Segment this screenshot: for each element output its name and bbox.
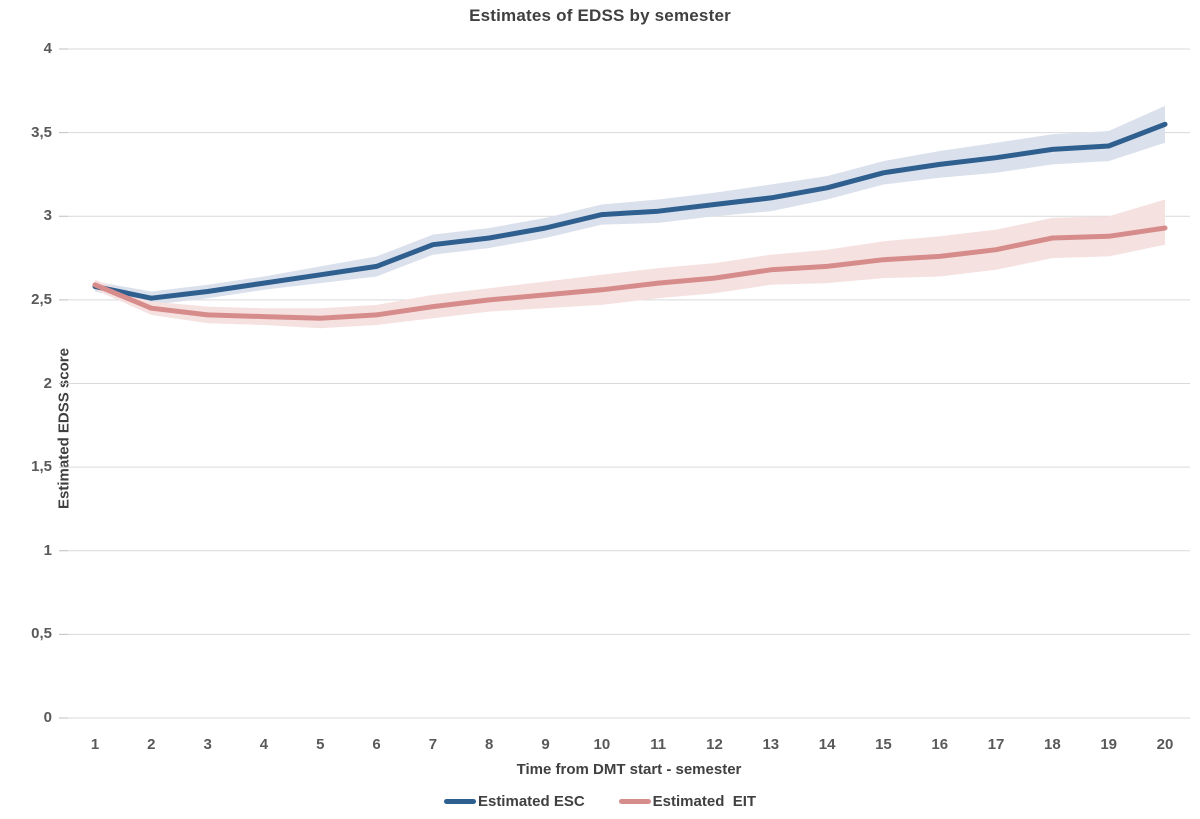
x-tick-label: 10 — [593, 736, 611, 753]
eit-line — [92, 225, 1168, 321]
esc-confidence-band — [95, 105, 1165, 305]
y-tick-label: 3 — [43, 207, 52, 225]
x-tick-label: 4 — [259, 736, 269, 753]
x-axis-title: Time from DMT start - semester — [516, 761, 742, 778]
y-tick-label: 1,5 — [31, 458, 52, 476]
legend-label-eit: Estimated EIT — [652, 793, 757, 810]
x-tick-label: 8 — [485, 736, 494, 753]
legend: Estimated ESC Estimated EIT — [0, 793, 1200, 810]
x-tick-label: 18 — [1044, 736, 1061, 753]
y-tick-label: 0,5 — [31, 625, 52, 643]
y-tick-label: 0 — [43, 709, 52, 726]
esc-line — [92, 121, 1168, 301]
x-tick-label: 3 — [203, 736, 212, 753]
y-tick-label: 3,5 — [31, 123, 52, 141]
x-tick-label: 11 — [650, 736, 667, 753]
legend-item-esc: Estimated ESC — [443, 793, 585, 810]
esc-line-marker-icon — [443, 799, 476, 804]
x-tick-label: 7 — [428, 736, 438, 753]
x-tick-label: 16 — [931, 736, 949, 753]
y-tick-label: 2 — [43, 374, 52, 392]
y-tick-label: 1 — [43, 541, 52, 559]
eit-line-marker-icon — [618, 799, 651, 804]
x-tick-label: 14 — [818, 736, 836, 753]
y-axis-ticks — [59, 48, 68, 719]
x-tick-label: 15 — [875, 736, 892, 753]
y-tick-label: 4 — [43, 40, 52, 57]
x-tick-label: 6 — [372, 736, 381, 753]
x-tick-label: 13 — [762, 736, 780, 753]
y-tick-label: 2,5 — [31, 290, 52, 308]
x-tick-label: 20 — [1156, 736, 1174, 753]
series-lines — [92, 121, 1168, 321]
x-tick-label: 2 — [147, 736, 156, 753]
legend-item-eit: Estimated EIT — [618, 793, 757, 810]
x-tick-label: 5 — [316, 736, 325, 753]
x-tick-label: 1 — [90, 736, 100, 753]
x-tick-label: 19 — [1100, 736, 1118, 753]
gridlines — [68, 48, 1190, 719]
legend-label-esc: Estimated ESC — [477, 793, 585, 810]
x-tick-label: 12 — [706, 736, 723, 753]
x-tick-label: 17 — [987, 736, 1005, 753]
x-tick-label: 9 — [541, 736, 550, 753]
confidence-bands — [95, 105, 1165, 329]
chart-title: Estimates of EDSS by semester — [469, 6, 731, 25]
